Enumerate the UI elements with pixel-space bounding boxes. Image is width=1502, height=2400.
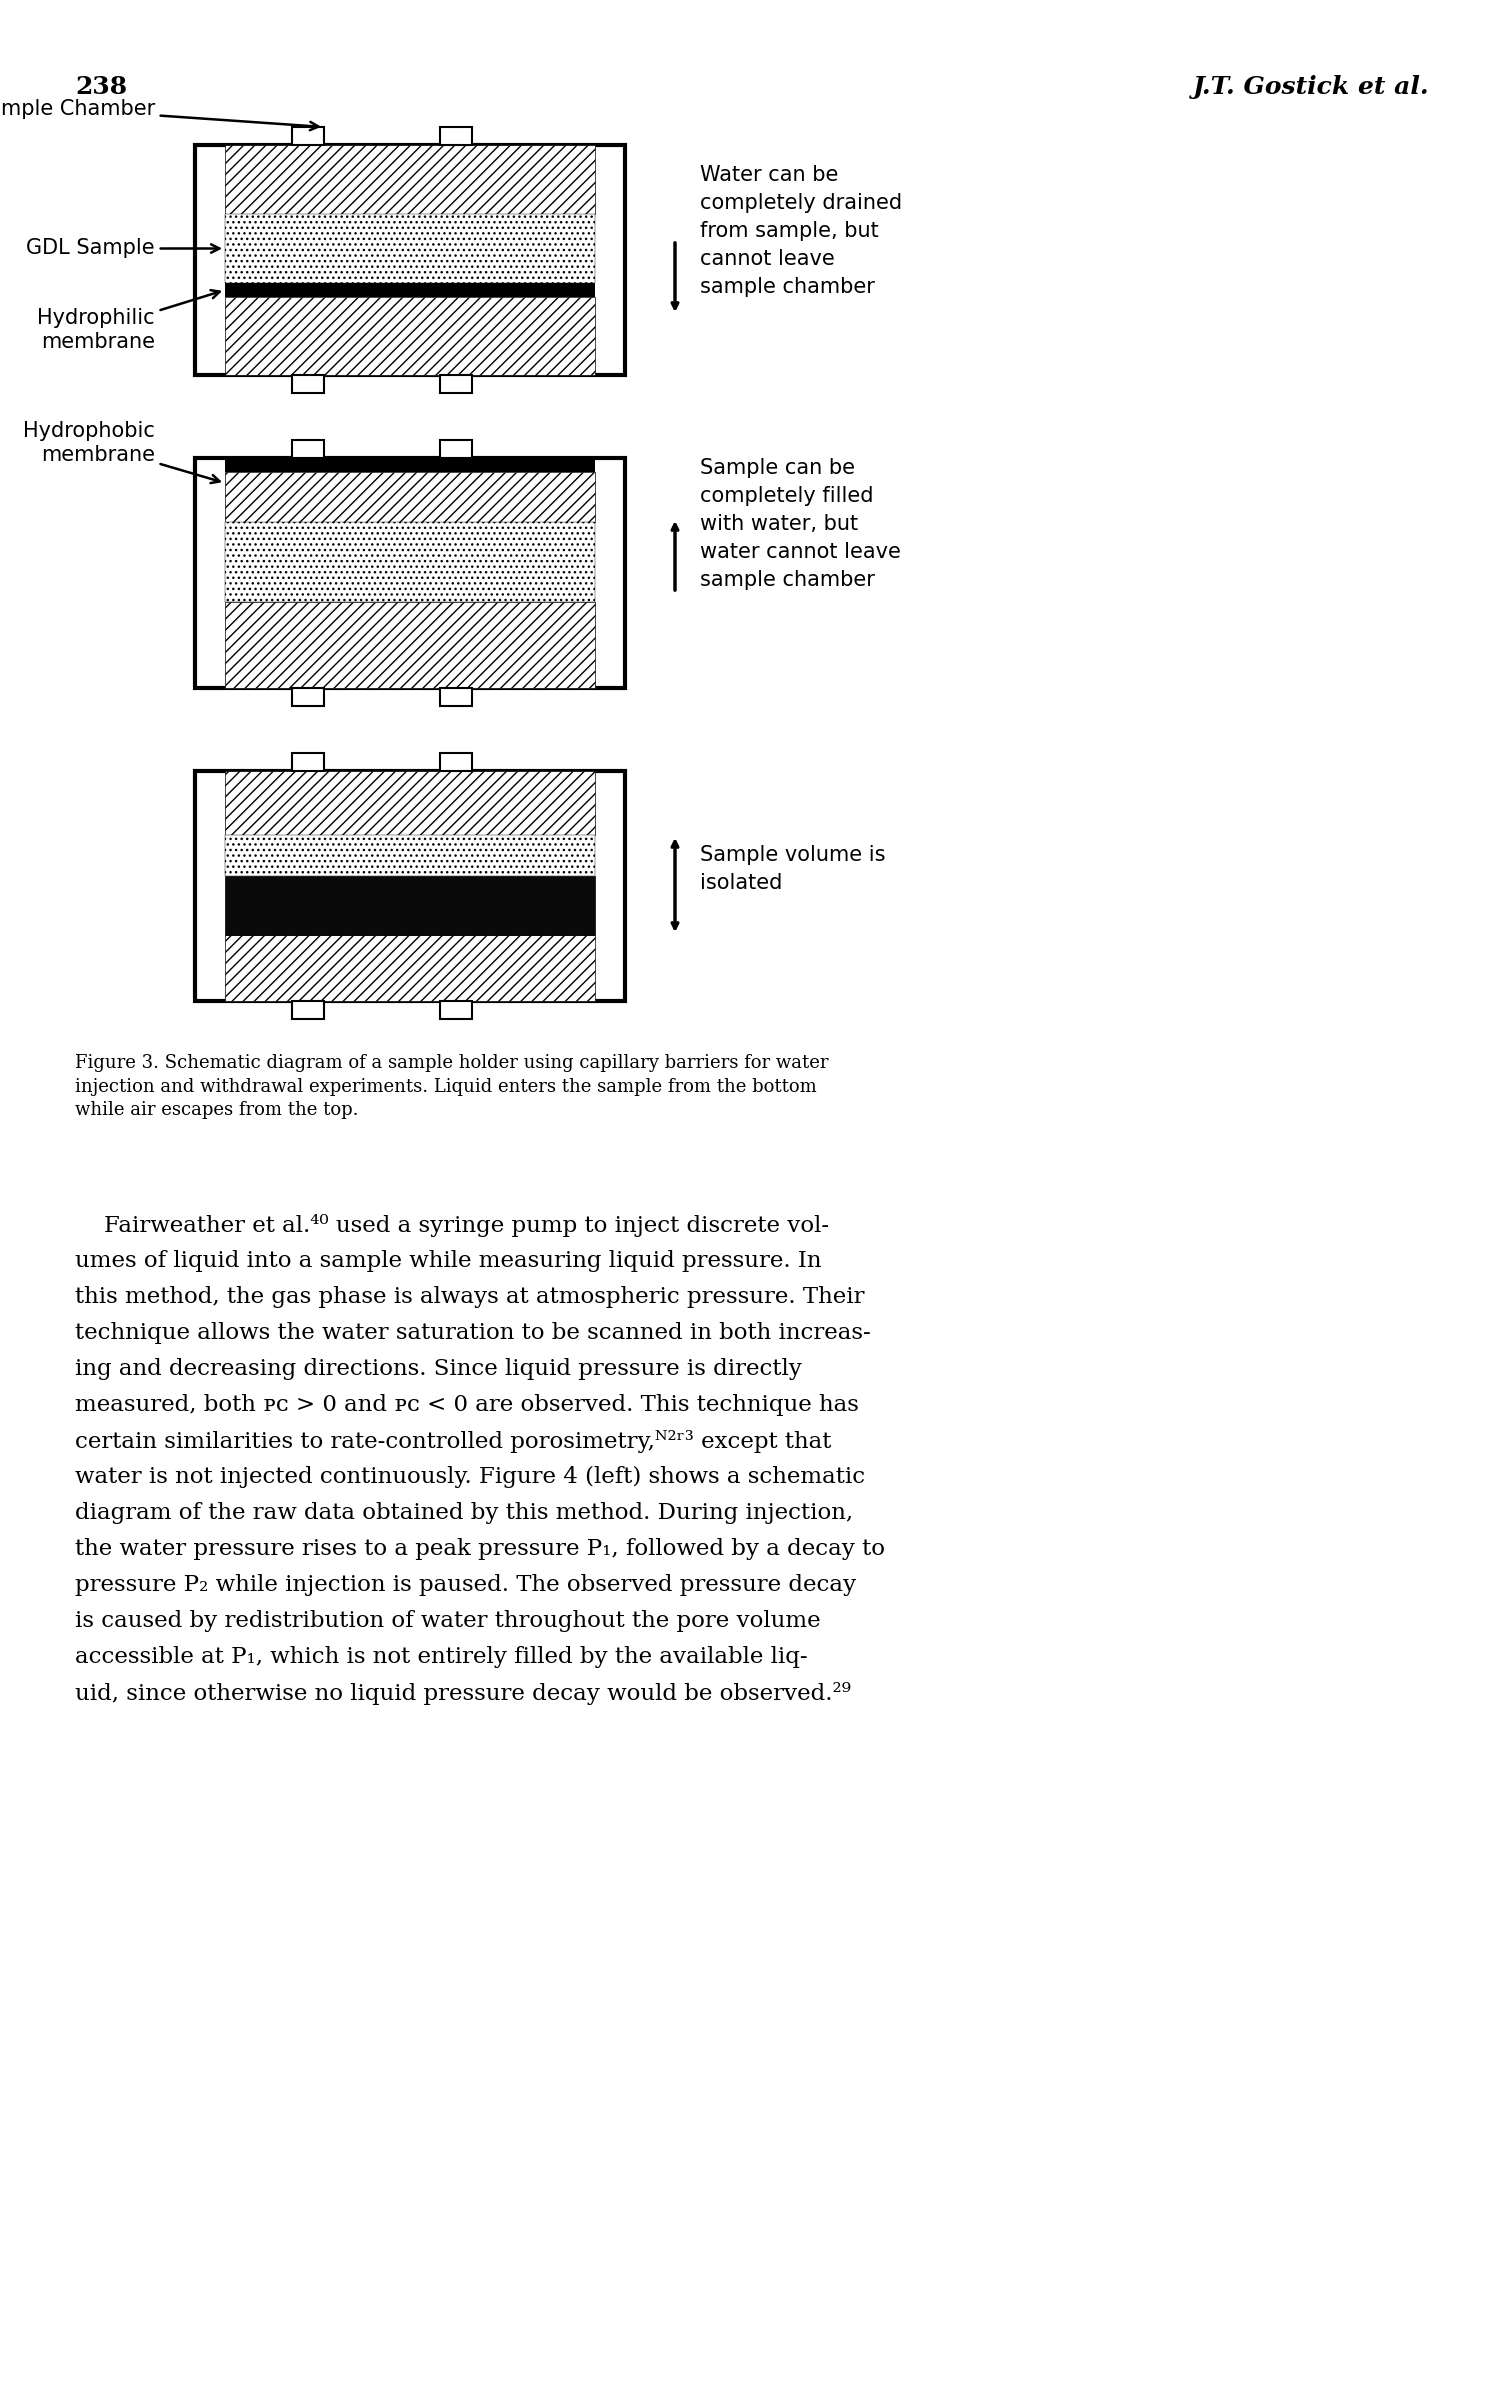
Bar bbox=[225, 936, 595, 1001]
Bar bbox=[225, 144, 595, 214]
Bar bbox=[291, 754, 323, 770]
Text: this method, the gas phase is always at atmospheric pressure. Their: this method, the gas phase is always at … bbox=[75, 1286, 865, 1308]
Text: Hydrophobic
membrane: Hydrophobic membrane bbox=[23, 422, 219, 482]
Text: ing and decreasing directions. Since liquid pressure is directly: ing and decreasing directions. Since liq… bbox=[75, 1358, 802, 1380]
Bar bbox=[225, 770, 595, 835]
Bar bbox=[225, 876, 595, 936]
Bar bbox=[225, 835, 595, 876]
Text: the water pressure rises to a peak pressure P₁, followed by a decay to: the water pressure rises to a peak press… bbox=[75, 1538, 885, 1560]
Bar bbox=[195, 144, 625, 374]
Bar bbox=[291, 374, 323, 394]
Text: Sample Chamber: Sample Chamber bbox=[0, 98, 318, 130]
Text: Hydrophilic
membrane: Hydrophilic membrane bbox=[38, 290, 219, 350]
Bar bbox=[225, 214, 595, 283]
Text: J.T. Gostick et al.: J.T. Gostick et al. bbox=[1194, 74, 1430, 98]
Bar bbox=[440, 374, 472, 394]
Bar bbox=[291, 439, 323, 458]
Text: Sample can be
completely filled
with water, but
water cannot leave
sample chambe: Sample can be completely filled with wat… bbox=[700, 458, 901, 590]
Bar bbox=[225, 458, 595, 473]
Bar bbox=[195, 770, 625, 1001]
Bar bbox=[440, 689, 472, 706]
Text: pressure P₂ while injection is paused. The observed pressure decay: pressure P₂ while injection is paused. T… bbox=[75, 1574, 856, 1596]
Text: measured, both ᴘᴄ > 0 and ᴘᴄ < 0 are observed. This technique has: measured, both ᴘᴄ > 0 and ᴘᴄ < 0 are obs… bbox=[75, 1394, 859, 1416]
Text: Figure 3. Schematic diagram of a sample holder using capillary barriers for wate: Figure 3. Schematic diagram of a sample … bbox=[75, 1054, 829, 1118]
Text: technique allows the water saturation to be scanned in both increas-: technique allows the water saturation to… bbox=[75, 1322, 871, 1344]
Text: umes of liquid into a sample while measuring liquid pressure. In: umes of liquid into a sample while measu… bbox=[75, 1250, 822, 1272]
Text: Fairweather et al.⁴⁰ used a syringe pump to inject discrete vol-: Fairweather et al.⁴⁰ used a syringe pump… bbox=[75, 1214, 829, 1236]
Bar bbox=[225, 473, 595, 521]
Text: water is not injected continuously. Figure 4 (left) shows a schematic: water is not injected continuously. Figu… bbox=[75, 1466, 865, 1488]
Bar bbox=[291, 689, 323, 706]
Bar bbox=[440, 127, 472, 144]
Text: Water can be
completely drained
from sample, but
cannot leave
sample chamber: Water can be completely drained from sam… bbox=[700, 166, 903, 298]
Bar bbox=[225, 298, 595, 374]
Text: is caused by redistribution of water throughout the pore volume: is caused by redistribution of water thr… bbox=[75, 1610, 820, 1632]
Bar bbox=[195, 458, 625, 689]
Text: 238: 238 bbox=[75, 74, 128, 98]
Bar bbox=[225, 521, 595, 602]
Text: diagram of the raw data obtained by this method. During injection,: diagram of the raw data obtained by this… bbox=[75, 1502, 853, 1524]
Bar bbox=[440, 439, 472, 458]
Text: certain similarities to rate-controlled porosimetry,ᴺ²ʳ³ except that: certain similarities to rate-controlled … bbox=[75, 1430, 832, 1452]
Bar bbox=[225, 602, 595, 689]
Bar bbox=[440, 754, 472, 770]
Text: accessible at P₁, which is not entirely filled by the available liq-: accessible at P₁, which is not entirely … bbox=[75, 1646, 808, 1668]
Bar bbox=[225, 283, 595, 298]
Text: Sample volume is
isolated: Sample volume is isolated bbox=[700, 845, 886, 893]
Bar bbox=[291, 127, 323, 144]
Bar bbox=[291, 1001, 323, 1020]
Text: uid, since otherwise no liquid pressure decay would be observed.²⁹: uid, since otherwise no liquid pressure … bbox=[75, 1682, 852, 1704]
Text: GDL Sample: GDL Sample bbox=[27, 238, 219, 259]
Bar bbox=[440, 1001, 472, 1020]
